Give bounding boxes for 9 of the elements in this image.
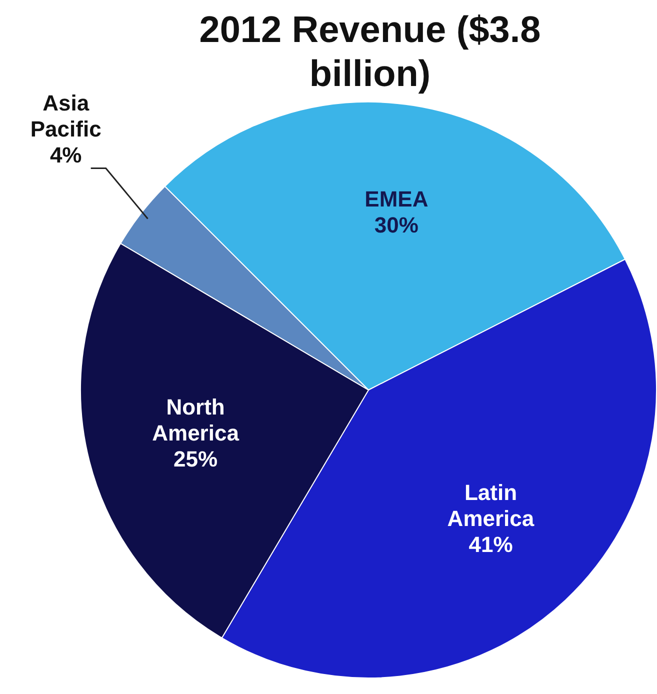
chart-title: 2012 Revenue ($3.8 billion) [198,8,542,96]
data-label: 41% [468,532,513,558]
slice-label: EMEA [364,186,428,212]
data-label: 30% [374,212,418,238]
slice-label: Asia Pacific [30,90,102,142]
slice-label: Latin America [447,480,535,532]
data-label: 4% [50,142,82,168]
slice-label: North America [152,394,240,446]
data-label: 25% [174,446,218,472]
